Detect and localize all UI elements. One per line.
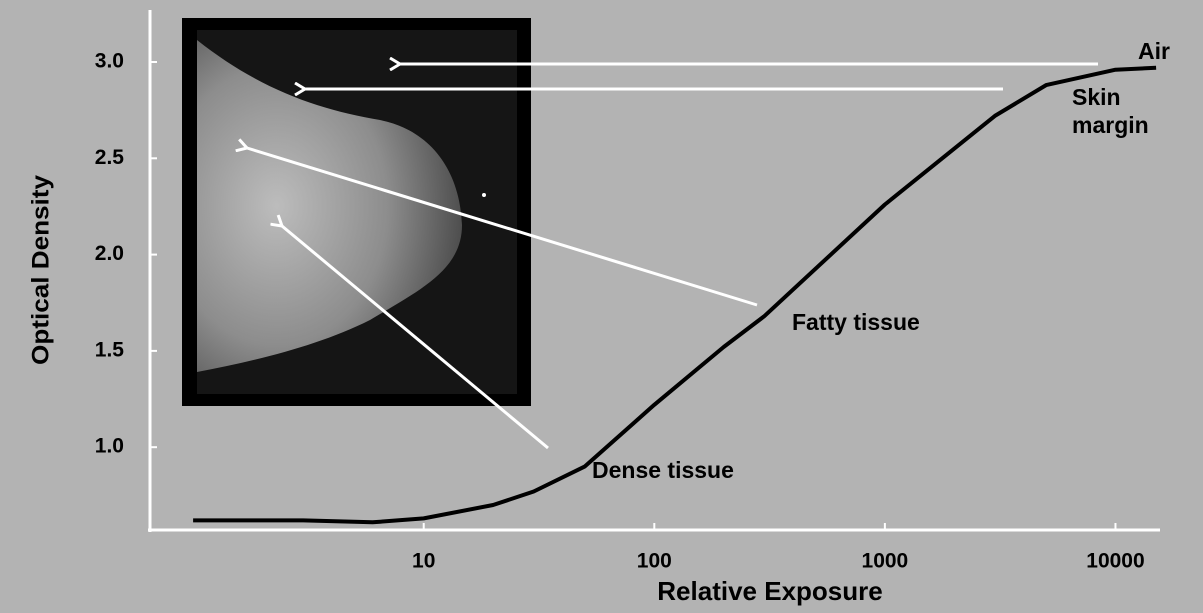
x-tick-label: 100 <box>637 550 672 573</box>
page: {"chart_data":{"type":"line","x_label":"… <box>0 0 1203 613</box>
chart: 1.0 1.5 2.0 2.5 3.0 10 100 1000 10000 Optical De… <box>0 0 1203 613</box>
y-tick-label: 3.0 <box>95 50 124 73</box>
annotation: Fatty tissue <box>792 308 920 336</box>
y-axis-label: Optical Density <box>27 174 54 365</box>
x-axis-label: Relative Exposure <box>657 576 882 606</box>
annotation: Air <box>1138 37 1170 65</box>
y-tick-label: 2.5 <box>95 146 125 169</box>
y-tick-label: 1.5 <box>95 338 125 361</box>
y-tick-label: 1.0 <box>95 435 124 458</box>
x-tick-label: 10000 <box>1086 550 1144 573</box>
x-tick-label: 1000 <box>862 550 909 573</box>
x-tick-label: 10 <box>412 550 435 573</box>
y-tick-label: 2.0 <box>95 242 124 265</box>
annotation: Skin margin <box>1072 83 1182 139</box>
mammogram-inset <box>182 18 531 406</box>
annotation: Dense tissue <box>592 456 734 484</box>
